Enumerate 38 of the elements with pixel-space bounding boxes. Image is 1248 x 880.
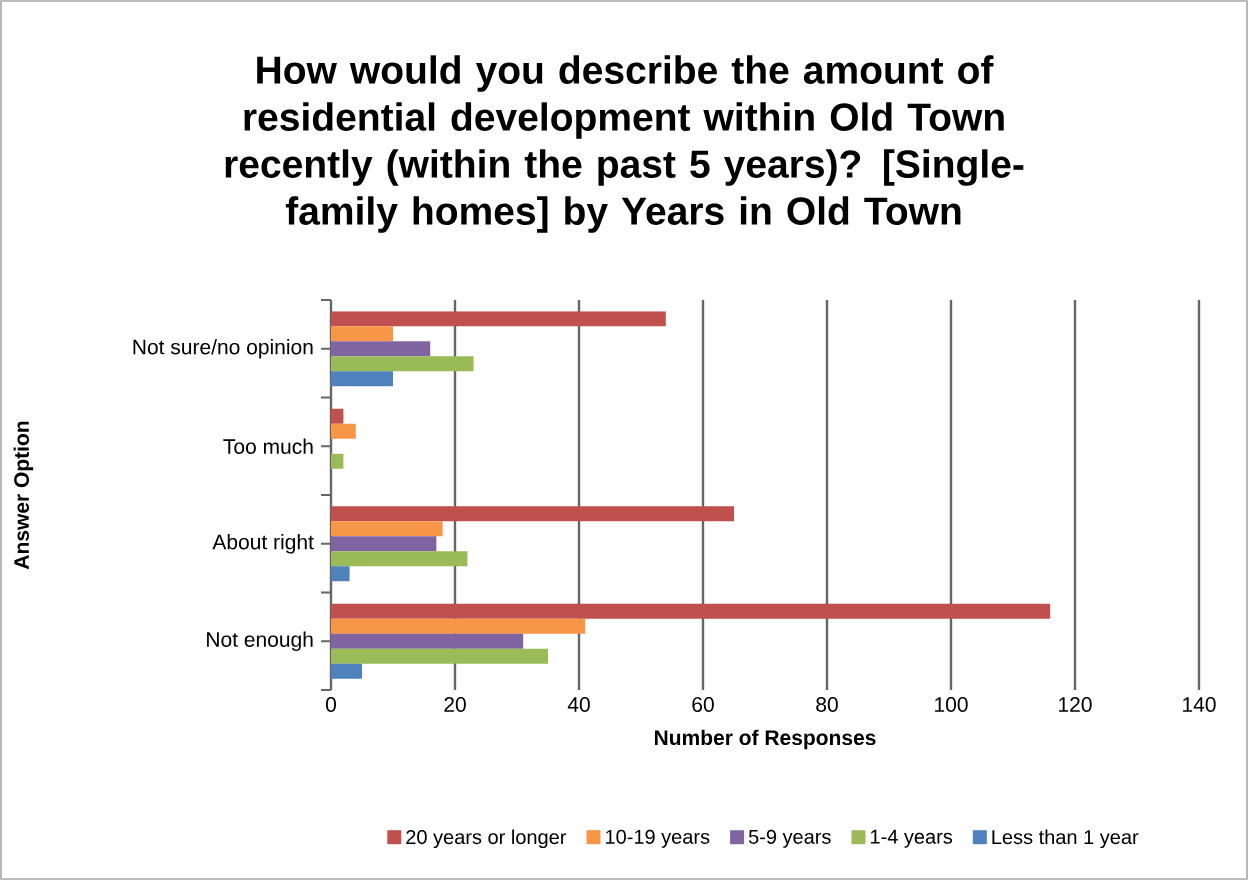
bar [331,506,734,522]
y-tick-label: About right [212,533,314,554]
bar [331,603,1051,619]
x-tick-label: 80 [816,697,838,712]
bar [331,408,344,424]
x-tick-label: 100 [935,697,968,712]
x-tick-label: 140 [1183,697,1216,712]
y-tick-label: Not enough [207,631,313,652]
x-axis-title: Number of Responses [654,729,876,750]
bar [331,326,393,342]
bar [331,341,431,357]
legend-label: 5-9 years [748,829,831,848]
bar [331,371,393,387]
x-tick-label: 0 [325,697,337,712]
bar [331,618,586,634]
x-tick-label: 120 [1059,697,1092,712]
bar [331,356,474,372]
x-tick-label: 60 [692,697,714,712]
bar [331,423,356,439]
x-tick-label: 20 [444,697,466,712]
y-tick-label: Not sure/no opinion [133,338,313,359]
legend-label: Less than 1 year [992,829,1139,849]
bar [331,663,362,679]
y-tick-label: Too much [223,438,313,454]
bar [331,453,344,469]
legend-label: 20 years or longer [406,829,567,849]
bar [331,521,443,537]
bar [331,633,524,649]
chart-title: How would you describe the amount of residential development within Old Town recently (within the past 5 years)? [Single-family homes] by Years in Old Town [225,55,1024,233]
bar [331,311,666,327]
x-tick-label: 40 [567,697,590,712]
bar [331,566,350,582]
legend-label: 1-4 years [871,829,953,848]
bar [331,648,548,664]
bar [331,536,437,552]
bar [331,551,468,567]
legend-label: 10-19 years [606,829,710,848]
y-axis-title: Answer Option [13,421,34,570]
